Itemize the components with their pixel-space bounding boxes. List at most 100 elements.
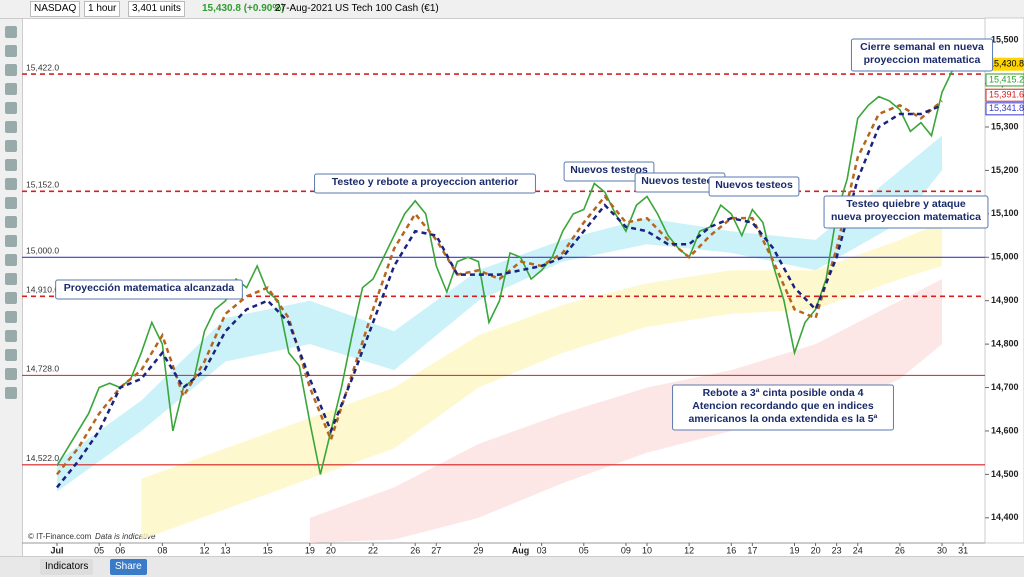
annotation-box [708,176,800,197]
y-tick-label: 14,900 [991,295,1019,305]
annotation: Nuevos testeos [641,175,719,187]
tool[interactable] [5,311,17,323]
y-tick-label: 14,500 [991,469,1019,479]
annotation: Testeo y rebote a proyeccion anterior [332,176,519,188]
tool[interactable] [5,387,17,399]
x-tick-label: 15 [263,545,273,555]
annotation: Proyección matematica alcanzada [64,282,235,294]
price-tag-label: 15,430.8 [989,59,1024,69]
tool[interactable] [5,102,17,114]
x-tick-label: 12 [684,545,694,555]
price-tag [985,73,1024,87]
annotation-box [563,161,655,182]
x-tick-label: 12 [199,545,209,555]
y-tick-label: 14,600 [991,425,1019,435]
y-tick-label: 15,000 [991,252,1019,262]
level-label: 15,152.0 [26,180,59,190]
x-tick-label: 20 [326,545,336,555]
annotation: americanos la onda extendida es la 5ª [689,413,878,425]
y-tick-label: 15,200 [991,165,1019,175]
symbol[interactable]: NASDAQ [30,1,81,17]
x-tick-label: 29 [473,545,483,555]
tool[interactable] [5,292,17,304]
level-label: 14,728.0 [26,364,59,374]
band [141,222,943,540]
tool[interactable] [5,273,17,285]
x-tick-label: 19 [789,545,799,555]
tool[interactable] [5,197,17,209]
moving-average [56,99,943,476]
annotation: Atencion recordando que en indices [692,400,874,412]
x-tick-label: 05 [94,545,104,555]
x-tick-label: 06 [115,545,125,555]
level-label: 14,522.0 [26,453,59,463]
annotation: Nuevos testeos [715,179,793,191]
tool[interactable] [5,83,17,95]
units[interactable]: 3,401 units [128,1,185,17]
x-tick-label: Aug [512,545,530,555]
x-tick-label: 22 [368,545,378,555]
date: 27-Aug-2021 [275,3,333,14]
annotation: Nuevos testeos [570,164,648,176]
x-tick-label: 20 [811,545,821,555]
x-tick-label: 09 [621,545,631,555]
note: Data is indicative [95,532,156,541]
tool[interactable] [5,349,17,361]
price-tag-label: 15,341.8 [989,103,1024,113]
x-tick-label: 03 [537,545,547,555]
y-tick-label: 15,300 [991,121,1019,131]
tool[interactable] [5,121,17,133]
x-tick-label: 26 [410,545,420,555]
price-tag-label: 15,415.2 [989,74,1024,84]
tool[interactable] [5,216,17,228]
tool[interactable] [5,254,17,266]
x-tick-label: 10 [642,545,652,555]
y-tick-label: 14,700 [991,382,1019,392]
y-tick-label: 15,100 [991,208,1019,218]
moving-average [56,104,943,489]
annotation-box [823,195,989,229]
x-tick-label: 27 [431,545,441,555]
share-button[interactable]: Share [110,559,147,575]
tool[interactable] [5,45,17,57]
bottom-bar: Indicators Share [0,556,1024,577]
tool[interactable] [5,159,17,171]
price-tag-label: 15,391.6 [989,90,1024,100]
tool[interactable] [5,368,17,380]
price-line [56,69,954,475]
x-tick-label: 30 [937,545,947,555]
annotation: nueva proyeccion matematica [831,211,981,223]
annotation-box [55,279,243,300]
x-tick-label: 19 [305,545,315,555]
tool[interactable] [5,330,17,342]
annotation-box [314,173,536,194]
tool[interactable] [5,64,17,76]
tool[interactable] [5,235,17,247]
tool[interactable] [5,178,17,190]
annotation-box [672,384,894,431]
tool[interactable] [5,140,17,152]
x-tick-label: 05 [579,545,589,555]
x-tick-label: 13 [221,545,231,555]
tool[interactable] [5,26,17,38]
annotation: Cierre semanal en nueva [860,41,984,53]
x-tick-label: 23 [832,545,842,555]
x-tick-label: 08 [157,545,167,555]
level-label: 15,422.0 [26,62,59,72]
indicators-button[interactable]: Indicators [40,559,94,575]
y-tick-label: 14,800 [991,338,1019,348]
level-label: 14,910.0 [26,285,59,295]
quote: 15,430.8 (+0.90%) [202,3,285,14]
x-tick-label: Jul [50,545,63,555]
interval[interactable]: 1 hour [84,1,121,17]
x-tick-label: 16 [726,545,736,555]
price-tag [985,102,1024,116]
instrument: US Tech 100 Cash (€1) [335,3,439,14]
x-tick-label: 26 [895,545,905,555]
annotation: Testeo quiebre y ataque [846,198,966,210]
toolbar: NASDAQ 1 hour 3,401 units 15,430.8 (+0.9… [0,0,1024,19]
level-label: 15,000.0 [26,246,59,256]
x-tick-label: 31 [958,545,968,555]
x-tick-label: 17 [747,545,757,555]
